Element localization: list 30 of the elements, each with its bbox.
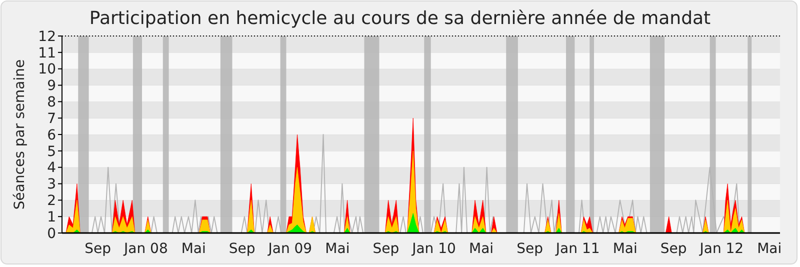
x-tick-label: Sep [84, 241, 112, 257]
x-tick-label: Mai [757, 241, 782, 257]
y-tick-label: 10 [38, 62, 56, 78]
x-tick-label: Jan 08 [123, 241, 168, 257]
x-tick-label: Mai [325, 241, 350, 257]
y-tick-label: 8 [47, 94, 56, 111]
y-tick-label: 4 [47, 160, 56, 176]
y-tick-label: 1 [47, 209, 56, 226]
y-tick-label: 12 [38, 28, 56, 45]
x-tick-label: Mai [181, 241, 206, 257]
x-tick-label: Sep [516, 241, 544, 257]
x-tick-label: Sep [228, 241, 256, 257]
y-tick-label: 9 [47, 78, 56, 94]
y-tick-label: 3 [47, 176, 56, 193]
y-tick-label: 2 [47, 193, 56, 210]
y-tick-label: 11 [38, 45, 56, 62]
x-tick-label: Mai [612, 241, 638, 257]
y-tick-label: 5 [47, 144, 56, 160]
x-tick-label: Jan 12 [698, 241, 744, 257]
y-tick-label: 0 [47, 226, 56, 242]
x-tick-label: Sep [372, 241, 400, 257]
x-tick-label: Jan 10 [411, 241, 456, 257]
chart-title: Participation en hemicycle au cours de sa dernière année de mandat [89, 8, 711, 29]
x-tick-label: Mai [469, 241, 494, 257]
y-tick-label: 6 [47, 127, 56, 144]
x-tick-label: Jan 11 [554, 241, 600, 257]
x-tick-label: Sep [660, 241, 687, 257]
x-tick-label: Jan 09 [267, 241, 312, 257]
y-tick-label: 7 [47, 110, 56, 127]
y-axis-title: Séances par semaine [12, 59, 28, 210]
